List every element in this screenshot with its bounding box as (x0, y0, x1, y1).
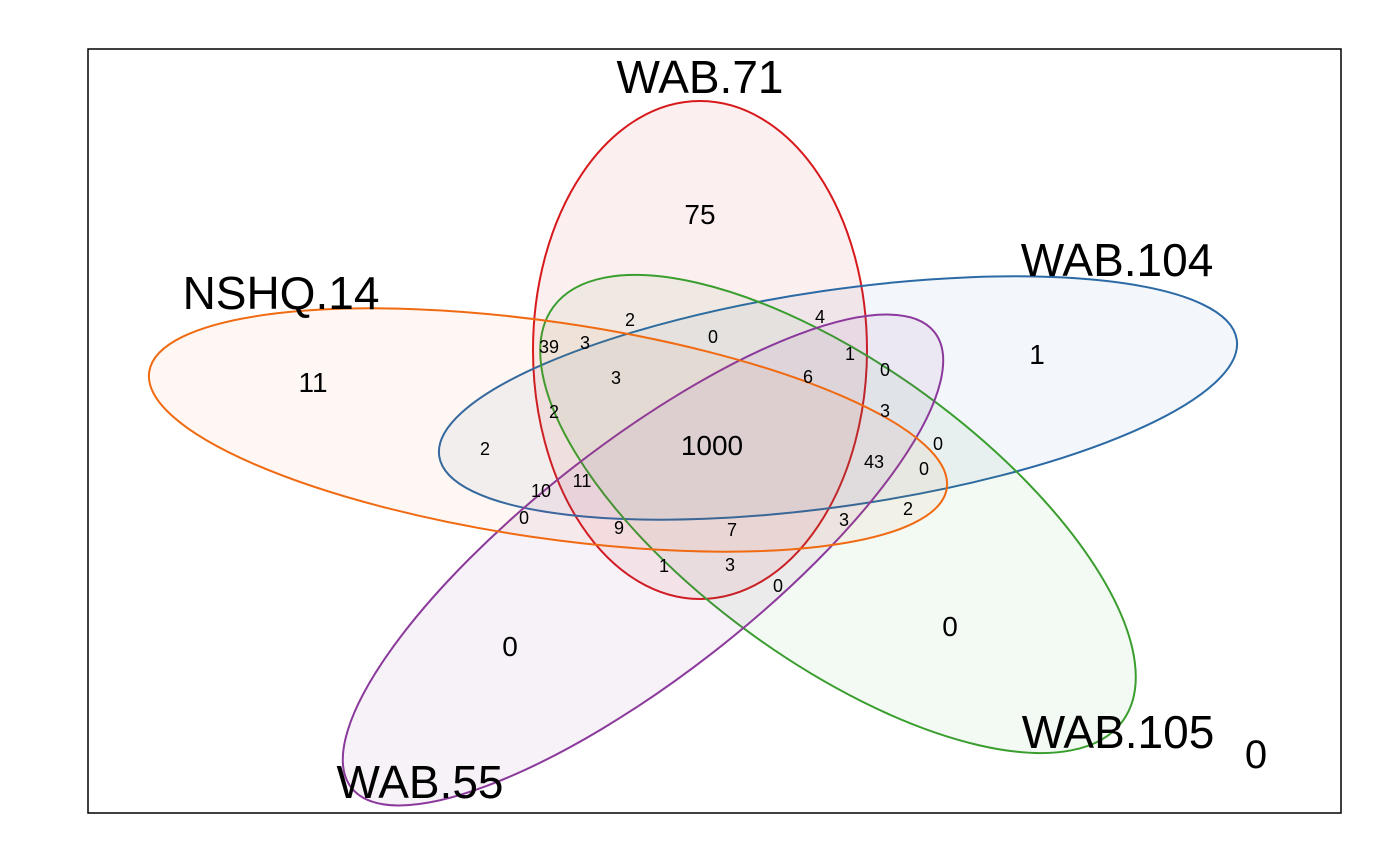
region-count: 0 (942, 611, 958, 642)
region-count: 3 (839, 510, 849, 530)
set-ellipse-wab55 (341, 313, 945, 807)
region-count: 2 (480, 439, 490, 459)
region-count: 0 (708, 327, 718, 347)
region-count: 4 (815, 307, 825, 327)
region-count: 2 (549, 402, 559, 422)
region-count: 6 (803, 367, 813, 387)
set-label-wab71: WAB.71 (616, 51, 783, 103)
region-count: 0 (773, 576, 783, 596)
region-count: 43 (864, 452, 884, 472)
outside-count: 0 (1245, 733, 1267, 777)
region-count: 9 (614, 518, 624, 538)
plot-border (87, 48, 1342, 814)
region-count: 3 (880, 401, 890, 421)
region-count: 1 (659, 556, 669, 576)
region-count: 3 (611, 368, 621, 388)
region-count: 75 (684, 199, 715, 230)
region-count: 10 (531, 481, 551, 501)
set-label-wab55: WAB.55 (336, 756, 503, 808)
region-count: 3 (725, 555, 735, 575)
set-label-wab104: WAB.104 (1021, 234, 1214, 286)
region-count: 0 (502, 631, 518, 662)
region-count: 0 (919, 459, 929, 479)
set-ellipse-wab104 (437, 275, 1239, 521)
region-count: 11 (573, 471, 592, 491)
set-ellipse-wab105 (539, 273, 1137, 755)
region-count: 7 (727, 520, 737, 540)
region-count: 1 (845, 344, 855, 364)
region-count: 0 (933, 434, 943, 454)
region-count: 1 (1029, 339, 1045, 370)
region-count: 0 (519, 508, 529, 528)
region-count: 39 (539, 337, 559, 357)
set-label-nshq14: NSHQ.14 (183, 267, 380, 319)
set-ellipse-nshq14 (147, 307, 949, 553)
region-count: 0 (880, 360, 890, 380)
region-count: 11 (298, 367, 327, 398)
region-count: 2 (903, 499, 913, 519)
region-count: 2 (625, 310, 635, 330)
set-label-wab105: WAB.105 (1022, 706, 1215, 758)
region-count: 3 (580, 333, 590, 353)
region-count: 1000 (681, 430, 743, 461)
